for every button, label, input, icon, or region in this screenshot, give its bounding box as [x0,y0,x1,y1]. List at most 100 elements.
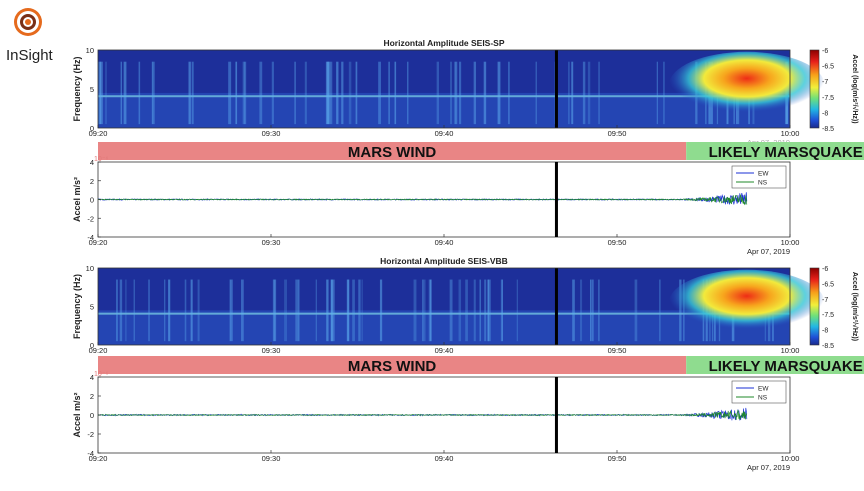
spectrogram-streak [428,279,432,342]
y-tick-label: -4 [87,233,94,242]
colorbar-label: Accel (log(m/s²/√Hz)) [851,54,859,123]
spectrogram-streak [138,61,141,125]
spectrogram-streak [241,279,244,342]
spectrogram-streak [151,61,154,125]
x-tick-label: 09:30 [262,346,281,355]
legend-label: EW [758,171,769,178]
spectrogram-streak [188,61,191,125]
x-tick-label: 10:00 [781,454,800,463]
spectrogram-streak [422,279,424,342]
spectrogram-streak [516,279,518,342]
y-exponent-label: 10⁻⁶ [94,156,108,163]
x-tick-label: 09:20 [89,346,108,355]
spectrogram-streak [379,279,383,342]
y-axis-label: Accel m/s² [72,392,82,437]
spectrogram-streak [473,61,477,125]
waveform-black-bar [554,162,558,237]
y-tick-label: 10 [86,264,94,273]
spectrogram-streak [413,279,417,342]
spectrogram-2: Horizontal Amplitude SEIS-VBB 0 5 10 Frequen… [72,256,859,355]
x-tick-label: 09:50 [608,238,627,247]
colorbar-tick-label: -6.5 [822,281,834,288]
spectrogram-streak [473,279,476,342]
x-tick-label: 10:00 [781,129,800,138]
spectrogram-streak [508,61,510,125]
band-mars-wind-label: MARS WIND [348,358,436,375]
x-tick-label: 09:50 [608,346,627,355]
spectrogram-streak [501,279,503,342]
spectrogram-streak [488,279,491,342]
spectrogram-streak [284,279,288,342]
spectrogram-streak [388,61,390,125]
y-tick-label: 10 [86,46,94,55]
spectrogram-streak [436,61,440,125]
spectrogram-streak [598,279,600,342]
y-tick-label: 0 [90,196,94,205]
spectrogram-streak [459,61,462,125]
spectrogram-streak [116,279,118,342]
colorbar-tick-label: -7 [822,297,828,304]
colorbar-tick-label: -6 [822,266,828,273]
spectrogram-streak [348,61,352,125]
date-label: Apr 07, 2019 [747,463,790,472]
legend-label: NS [758,395,768,402]
spectrogram-streak [659,279,661,342]
insight-logo: InSight [6,8,54,64]
spectrogram-streak [297,279,300,342]
spectrogram-low-freq-band [98,310,790,345]
colorbar-gradient [809,267,820,346]
y-tick-label: -2 [87,430,94,439]
spectrogram-black-bar [554,268,558,345]
x-tick-label: 09:20 [89,238,108,247]
spectrogram-streak [663,61,665,125]
colorbar-tick-label: -8.5 [822,343,834,350]
spectrogram-black-bar [554,50,558,128]
spectrogram-streak [168,279,171,342]
spectrogram-streak [568,61,570,125]
spectrogram-0: Horizontal Amplitude SEIS-SP 0 5 10 Frequenc… [72,38,859,147]
x-tick-label: 09:40 [435,238,454,247]
spectrogram-title: Horizontal Amplitude SEIS-SP [383,38,504,48]
y-tick-label: 4 [90,373,94,382]
x-tick-label: 09:50 [608,454,627,463]
y-axis-label: Frequency (Hz) [72,56,82,121]
colorbar: -6 -6.5 -7 -7.5 -8 -8.5 Accel (log(m/s²/√Hz)) [809,48,859,133]
spectrogram-streak [304,61,307,125]
legend: EW NS [731,380,787,404]
y-tick-label: 2 [90,392,94,401]
y-tick-label: 5 [90,303,94,312]
spectrogram-streak [272,279,275,342]
y-tick-label: 0 [90,341,94,350]
spectrogram-streak [361,279,363,342]
spectrogram-streak [634,279,638,342]
spectrogram-streak [465,279,468,342]
spectrogram-streak [589,279,592,342]
spectrogram-streak [598,61,600,125]
spectrogram-streak [330,279,333,342]
colorbar-tick-label: -7 [822,79,828,86]
x-tick-label: 09:30 [262,238,281,247]
spectrogram-streak [355,61,358,125]
y-tick-label: 0 [90,124,94,133]
spectrogram-streak [164,279,166,342]
spectrogram-streak [579,279,583,342]
legend-label: EW [758,386,769,393]
band-likely-marsquake [686,142,864,160]
legend-label: NS [758,180,768,187]
spectrogram-streak [331,279,333,342]
x-tick-label: 09:30 [262,129,281,138]
spectrogram-streak [125,279,127,342]
colorbar-tick-label: -8 [822,110,828,117]
spectrogram-streak [582,61,586,125]
spectrogram-streak [242,61,245,125]
spectrogram-streak [378,61,381,125]
x-tick-label: 09:40 [435,346,454,355]
charts-layer: Horizontal Amplitude SEIS-SP 0 5 10 Frequenc… [72,38,864,472]
y-tick-label: -2 [87,214,94,223]
waveform-black-bar [554,377,558,453]
spectrogram-streak [479,279,481,342]
spectrogram-streak [450,61,452,125]
